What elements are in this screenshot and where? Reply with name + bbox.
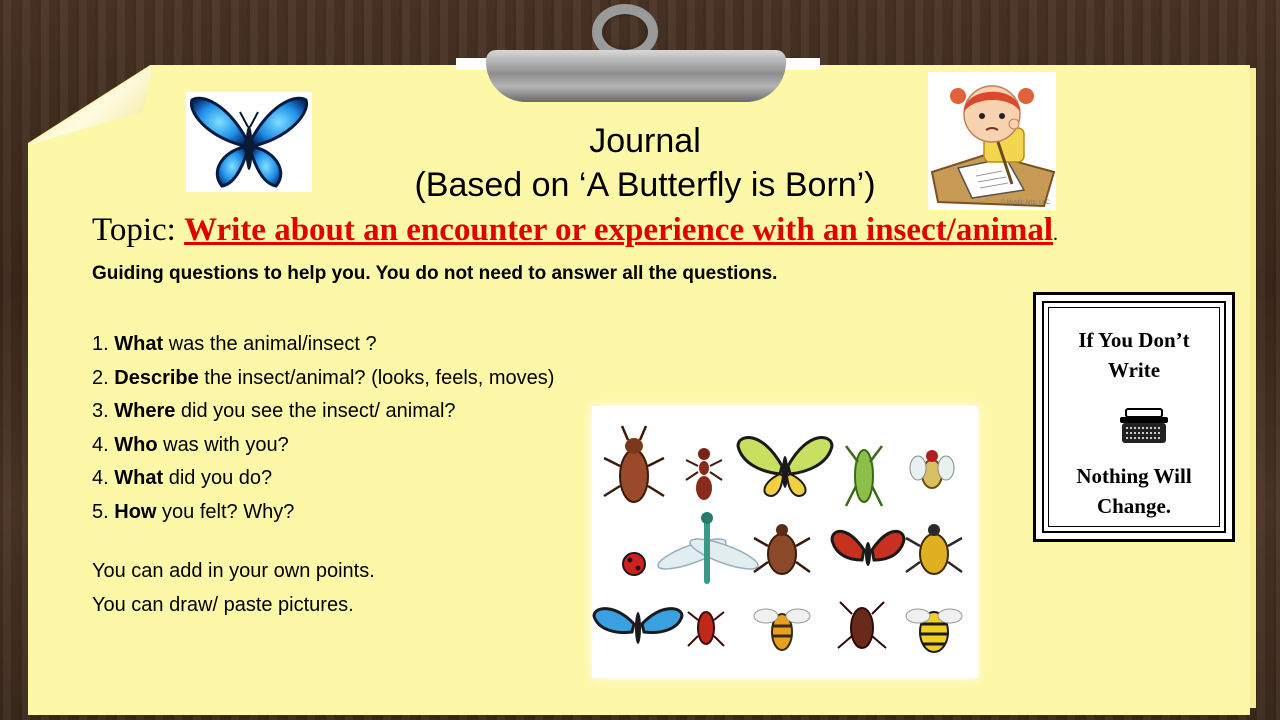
question-keyword: What <box>114 333 164 355</box>
list-item: 4. Who was with you? <box>92 429 554 463</box>
question-number: 1. <box>92 333 115 355</box>
insects-picture <box>592 406 978 678</box>
draw-paste-note: You can draw/ paste pictures. <box>92 594 354 616</box>
journal-title: Journal <box>589 122 701 160</box>
yellow-butterfly-icon <box>736 436 834 498</box>
red-butterfly-icon <box>830 530 906 566</box>
ladybug-icon <box>622 552 646 576</box>
question-text: the insect/animal? (looks, feels, moves) <box>198 366 555 389</box>
topic-line: Topic: Write about an encounter or exper… <box>92 212 1058 249</box>
fly-icon <box>909 450 955 489</box>
girl-writing-picture: © Mystic Arts, LLC <box>928 72 1056 210</box>
golden-beetle-icon <box>905 524 963 575</box>
question-number: 2. <box>92 366 115 389</box>
question-keyword: What <box>114 467 164 489</box>
question-keyword: How <box>114 500 157 523</box>
guiding-instructions: Guiding questions to help you. You do no… <box>92 263 778 284</box>
poster-inner-border <box>1048 307 1220 527</box>
own-points-note: You can add in your own points. <box>92 560 375 582</box>
stag-beetle-icon <box>603 425 665 503</box>
question-text: was with you? <box>157 433 289 456</box>
list-item: 5. How you felt? Why? <box>92 496 554 530</box>
bee-icon <box>905 608 963 653</box>
poster-bottom-text: Nothing Will Change. <box>1044 461 1224 521</box>
topic-period: . <box>1053 223 1059 245</box>
list-item: 3. Where did you see the insect/ animal? <box>92 395 554 429</box>
topic-label: Topic: <box>92 212 185 248</box>
topic-text: Write about an encounter or experience w… <box>184 212 1054 248</box>
question-text: you felt? Why? <box>156 500 295 523</box>
poster-line: Nothing Will <box>1076 464 1192 488</box>
question-number: 4. <box>92 467 115 489</box>
question-keyword: Where <box>114 400 176 422</box>
question-keyword: Who <box>114 433 158 456</box>
poster-line: Change. <box>1096 494 1172 518</box>
writing-poster: If You Don’t Write Nothing Will Change. <box>1033 292 1235 542</box>
cockroach-icon <box>837 601 887 649</box>
grasshopper-icon <box>844 445 884 507</box>
poster-line: If You Don’t <box>1078 328 1190 352</box>
journal-subtitle: (Based on ‘A Butterfly is Born’) <box>414 166 876 204</box>
dragonfly-icon <box>657 512 759 584</box>
list-item: 2. Describe the insect/animal? (looks, f… <box>92 362 554 396</box>
poster-top-text: If You Don’t Write <box>1044 325 1224 385</box>
blue-moth-icon <box>592 607 684 644</box>
question-text: was the animal/insect ? <box>163 333 377 355</box>
girl-picture-credit: © Mystic Arts, LLC <box>1000 200 1050 206</box>
butterfly-icon <box>186 92 312 192</box>
red-bug-icon <box>687 611 725 647</box>
ant-icon <box>685 448 723 500</box>
question-number: 5. <box>92 500 115 523</box>
question-keyword: Describe <box>114 366 199 389</box>
question-text: did you do? <box>163 467 273 489</box>
list-item: 1. What was the animal/insect ? <box>92 328 554 362</box>
question-number: 3. <box>92 400 115 422</box>
wasp-icon <box>753 608 811 651</box>
poster-border: If You Don’t Write Nothing Will Change. <box>1042 301 1226 533</box>
question-text: did you see the insect/ animal? <box>175 400 456 422</box>
clipboard-clip <box>486 50 786 102</box>
rhinoceros-beetle-icon <box>753 524 811 575</box>
poster-line: Write <box>1107 358 1161 382</box>
typewriter-icon <box>1118 407 1170 445</box>
question-number: 4. <box>92 433 115 456</box>
question-list: 1. What was the animal/insect ? 2. Descr… <box>92 328 554 529</box>
list-item: 4. What did you do? <box>92 462 554 496</box>
